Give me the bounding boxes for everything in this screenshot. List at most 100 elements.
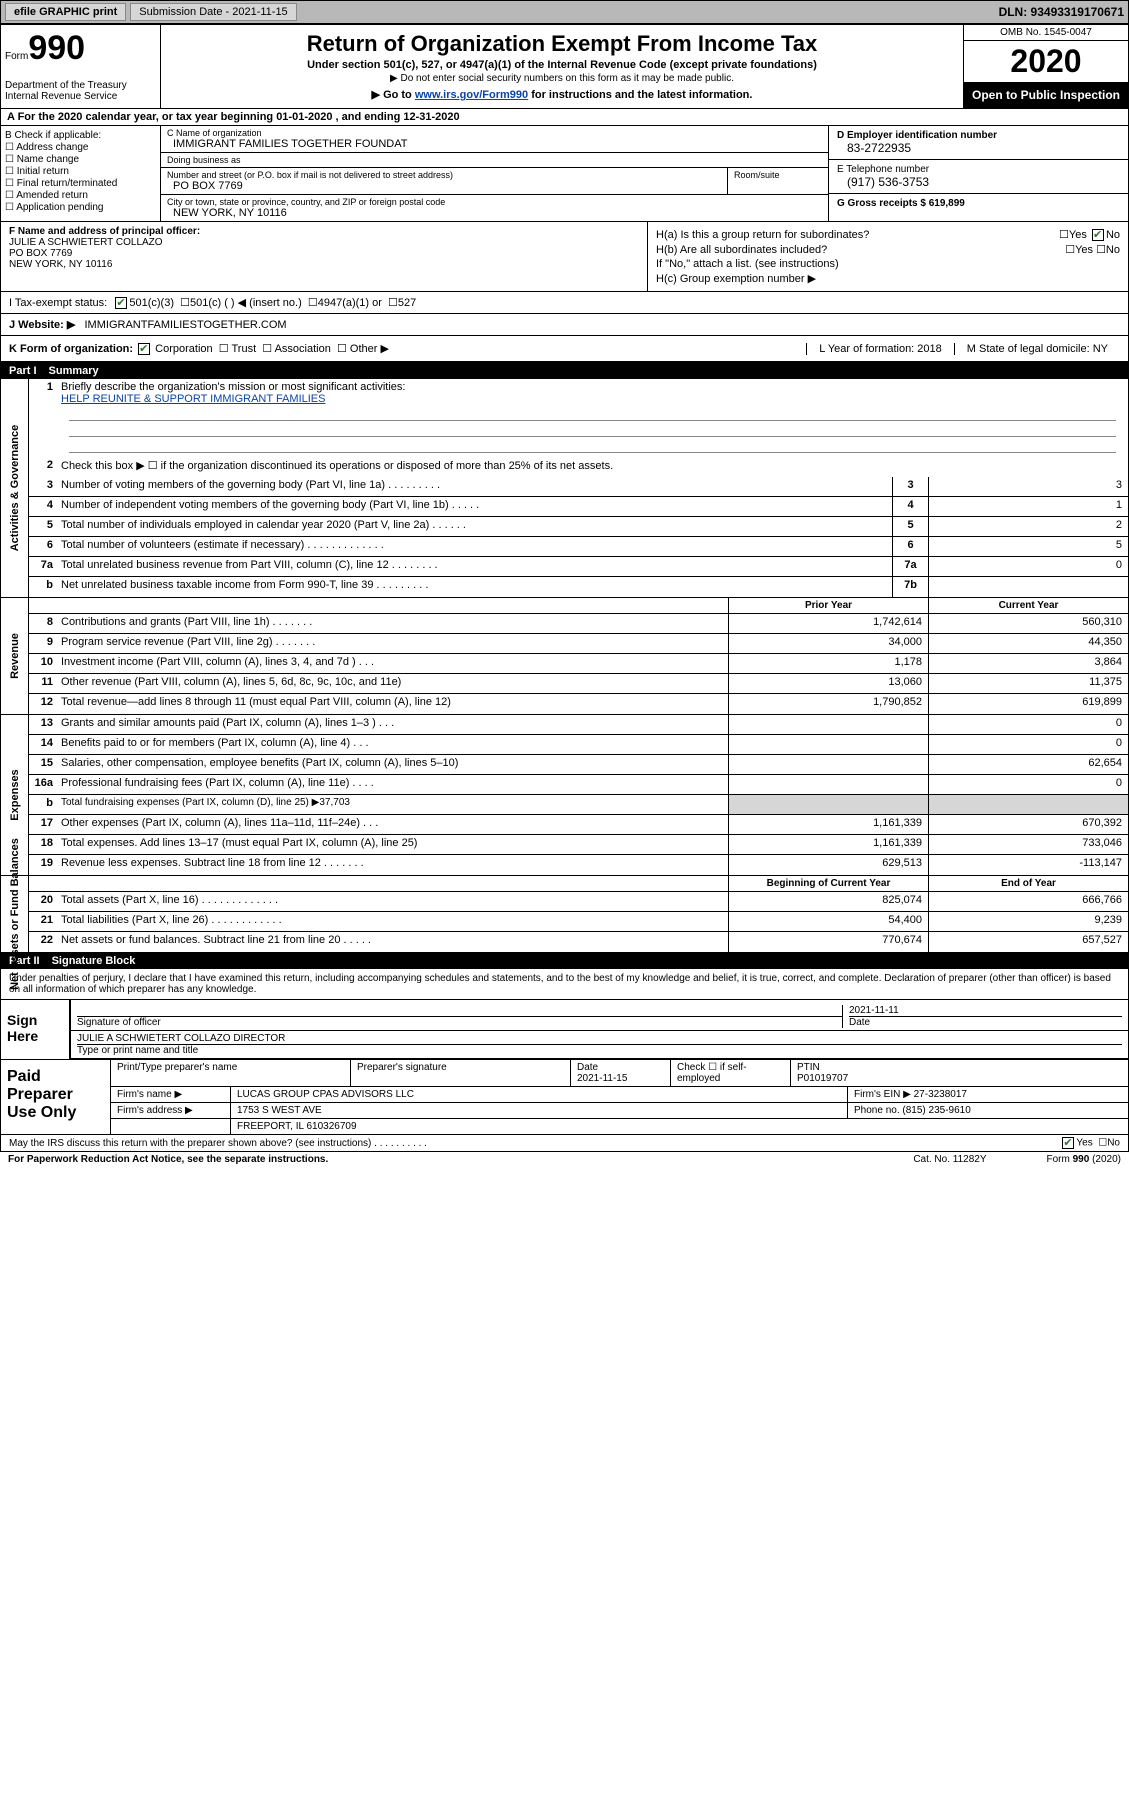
sig-officer-line: Signature of officer 2021-11-11Date xyxy=(71,1000,1128,1031)
r7b-txt: Net unrelated business taxable income fr… xyxy=(57,577,892,597)
firm-addr2: FREEPORT, IL 610326709 xyxy=(231,1119,1128,1134)
ein-cell: D Employer identification number 83-2722… xyxy=(829,126,1128,160)
chk-501c3[interactable] xyxy=(115,297,127,309)
r16b-shade2 xyxy=(928,795,1128,814)
sig-name-label: Type or print name and title xyxy=(77,1044,1122,1056)
row-12: 12 Total revenue—add lines 8 through 11 … xyxy=(29,694,1128,714)
website-label: J Website: ▶ xyxy=(9,319,75,331)
tel-value: (917) 536-3753 xyxy=(837,175,1120,189)
r7a-box: 7a xyxy=(892,557,928,576)
topbar: efile GRAPHIC print Submission Date - 20… xyxy=(0,0,1129,24)
mission-link[interactable]: HELP REUNITE & SUPPORT IMMIGRANT FAMILIE… xyxy=(61,393,325,405)
cat-no: Cat. No. 11282Y xyxy=(913,1154,986,1165)
hc-row: H(c) Group exemption number ▶ xyxy=(656,272,1120,285)
part1-header: Part I Summary xyxy=(1,363,1128,379)
col-f: F Name and address of principal officer:… xyxy=(1,222,648,291)
form-year-footer: Form 990 (2020) xyxy=(1047,1154,1121,1165)
firm-ein: Firm's EIN ▶ 27-3238017 xyxy=(848,1087,1128,1102)
revenue-label: Revenue xyxy=(1,598,29,714)
subtitle-3: ▶ Go to www.irs.gov/Form990 for instruct… xyxy=(167,88,957,101)
chk-initial-return[interactable]: ☐ Initial return xyxy=(5,166,156,177)
beginning-year-hdr: Beginning of Current Year xyxy=(728,876,928,891)
sig-name-line: JULIE A SCHWIETERT COLLAZO DIRECTORType … xyxy=(71,1031,1128,1059)
l-year-formation: L Year of formation: 2018 xyxy=(806,343,954,355)
form-label: Form xyxy=(5,51,28,62)
section-fgh: F Name and address of principal officer:… xyxy=(1,222,1128,292)
part1-num: Part I xyxy=(9,365,37,377)
city-cell: City or town, state or province, country… xyxy=(161,195,828,221)
r7b-val xyxy=(928,577,1128,597)
addr-value: PO BOX 7769 xyxy=(167,180,721,192)
chk-address-change[interactable]: ☐ Address change xyxy=(5,142,156,153)
row-7b: b Net unrelated business taxable income … xyxy=(29,577,1128,597)
revenue-hdr: Prior Year Current Year xyxy=(29,598,1128,614)
r4-box: 4 xyxy=(892,497,928,516)
r6-box: 6 xyxy=(892,537,928,556)
row-6: 6 Total number of volunteers (estimate i… xyxy=(29,537,1128,557)
sig-name: JULIE A SCHWIETERT COLLAZO DIRECTOR xyxy=(77,1033,1122,1044)
ha-no-checked[interactable] xyxy=(1092,229,1104,241)
form-990: Form990 Department of the Treasury Inter… xyxy=(0,24,1129,1152)
chk-name-change[interactable]: ☐ Name change xyxy=(5,154,156,165)
sign-here-label: Sign Here xyxy=(1,1000,71,1059)
row-20: 20 Total assets (Part X, line 16) . . . … xyxy=(29,892,1128,912)
officer-label: F Name and address of principal officer: xyxy=(9,226,639,237)
chk-amended-return[interactable]: ☐ Amended return xyxy=(5,190,156,201)
form-title: Return of Organization Exempt From Incom… xyxy=(167,31,957,57)
opt-501c: 501(c) ( ) ◀ (insert no.) xyxy=(190,296,302,309)
tel-label: E Telephone number xyxy=(837,164,1120,175)
sig-date: 2021-11-11 xyxy=(849,1005,1122,1016)
r7a-num: 7a xyxy=(29,557,57,576)
subtitle-2: ▶ Do not enter social security numbers o… xyxy=(167,73,957,84)
form990-link[interactable]: www.irs.gov/Form990 xyxy=(415,89,528,101)
tax-year: 2020 xyxy=(964,41,1128,82)
r5-val: 2 xyxy=(928,517,1128,536)
firm-name: LUCAS GROUP CPAS ADVISORS LLC xyxy=(231,1087,848,1102)
firm-name-label: Firm's name ▶ xyxy=(111,1087,231,1102)
chk-final-return[interactable]: ☐ Final return/terminated xyxy=(5,178,156,189)
r6-val: 5 xyxy=(928,537,1128,556)
firm-phone: Phone no. (815) 235-9610 xyxy=(848,1103,1128,1118)
sub3-pre: ▶ Go to xyxy=(372,89,415,101)
row-i: I Tax-exempt status: 501(c)(3) ☐ 501(c) … xyxy=(1,292,1128,314)
preparer-ptin: PTINP01019707 xyxy=(791,1060,1128,1086)
row-18: 18 Total expenses. Add lines 13–17 (must… xyxy=(29,835,1128,855)
r5-num: 5 xyxy=(29,517,57,536)
form-header: Form990 Department of the Treasury Inter… xyxy=(1,25,1128,109)
addr-label: Number and street (or P.O. box if mail i… xyxy=(167,170,721,180)
r3-val: 3 xyxy=(928,477,1128,496)
preparer-date: Date2021-11-15 xyxy=(571,1060,671,1086)
r4-val: 1 xyxy=(928,497,1128,516)
officer-addr1: PO BOX 7769 xyxy=(9,248,639,259)
preparer-sig-hdr: Preparer's signature xyxy=(351,1060,571,1086)
tax-exempt-label: I Tax-exempt status: xyxy=(9,297,107,309)
hb-note: If "No," attach a list. (see instruction… xyxy=(656,258,1120,270)
form-number-box: Form990 Department of the Treasury Inter… xyxy=(1,25,161,108)
efile-button[interactable]: efile GRAPHIC print xyxy=(5,3,126,21)
opt-501c3: 501(c)(3) xyxy=(129,297,174,309)
mission-line3 xyxy=(69,439,1116,453)
revenue-block: Revenue Prior Year Current Year 8 Contri… xyxy=(1,598,1128,715)
opt-527: 527 xyxy=(398,297,416,309)
signature-declaration: Under penalties of perjury, I declare th… xyxy=(1,969,1128,1000)
chk-application-pending[interactable]: ☐ Application pending xyxy=(5,202,156,213)
row-21: 21 Total liabilities (Part X, line 26) .… xyxy=(29,912,1128,932)
org-name-cell: C Name of organization IMMIGRANT FAMILIE… xyxy=(161,126,828,153)
irs-discuss-yes[interactable] xyxy=(1062,1137,1074,1149)
hb-note-row: If "No," attach a list. (see instruction… xyxy=(656,258,1120,270)
row-14: 14 Benefits paid to or for members (Part… xyxy=(29,735,1128,755)
room-suite: Room/suite xyxy=(728,168,828,194)
netassets-hdr: Beginning of Current Year End of Year xyxy=(29,876,1128,892)
col-c: C Name of organization IMMIGRANT FAMILIE… xyxy=(161,126,828,221)
part1-title: Summary xyxy=(49,365,99,377)
section-bcd: B Check if applicable: ☐ Address change … xyxy=(1,126,1128,222)
gross-cell: G Gross receipts $ 619,899 xyxy=(829,194,1128,213)
row-10: 10 Investment income (Part VIII, column … xyxy=(29,654,1128,674)
r7b-num: b xyxy=(29,577,57,597)
r3-box: 3 xyxy=(892,477,928,496)
irs-discuss-text: May the IRS discuss this return with the… xyxy=(9,1138,1060,1149)
row-a: A For the 2020 calendar year, or tax yea… xyxy=(1,109,1128,126)
r1-num: 1 xyxy=(29,379,57,457)
department: Department of the Treasury Internal Reve… xyxy=(5,68,156,102)
chk-corporation[interactable] xyxy=(138,343,150,355)
